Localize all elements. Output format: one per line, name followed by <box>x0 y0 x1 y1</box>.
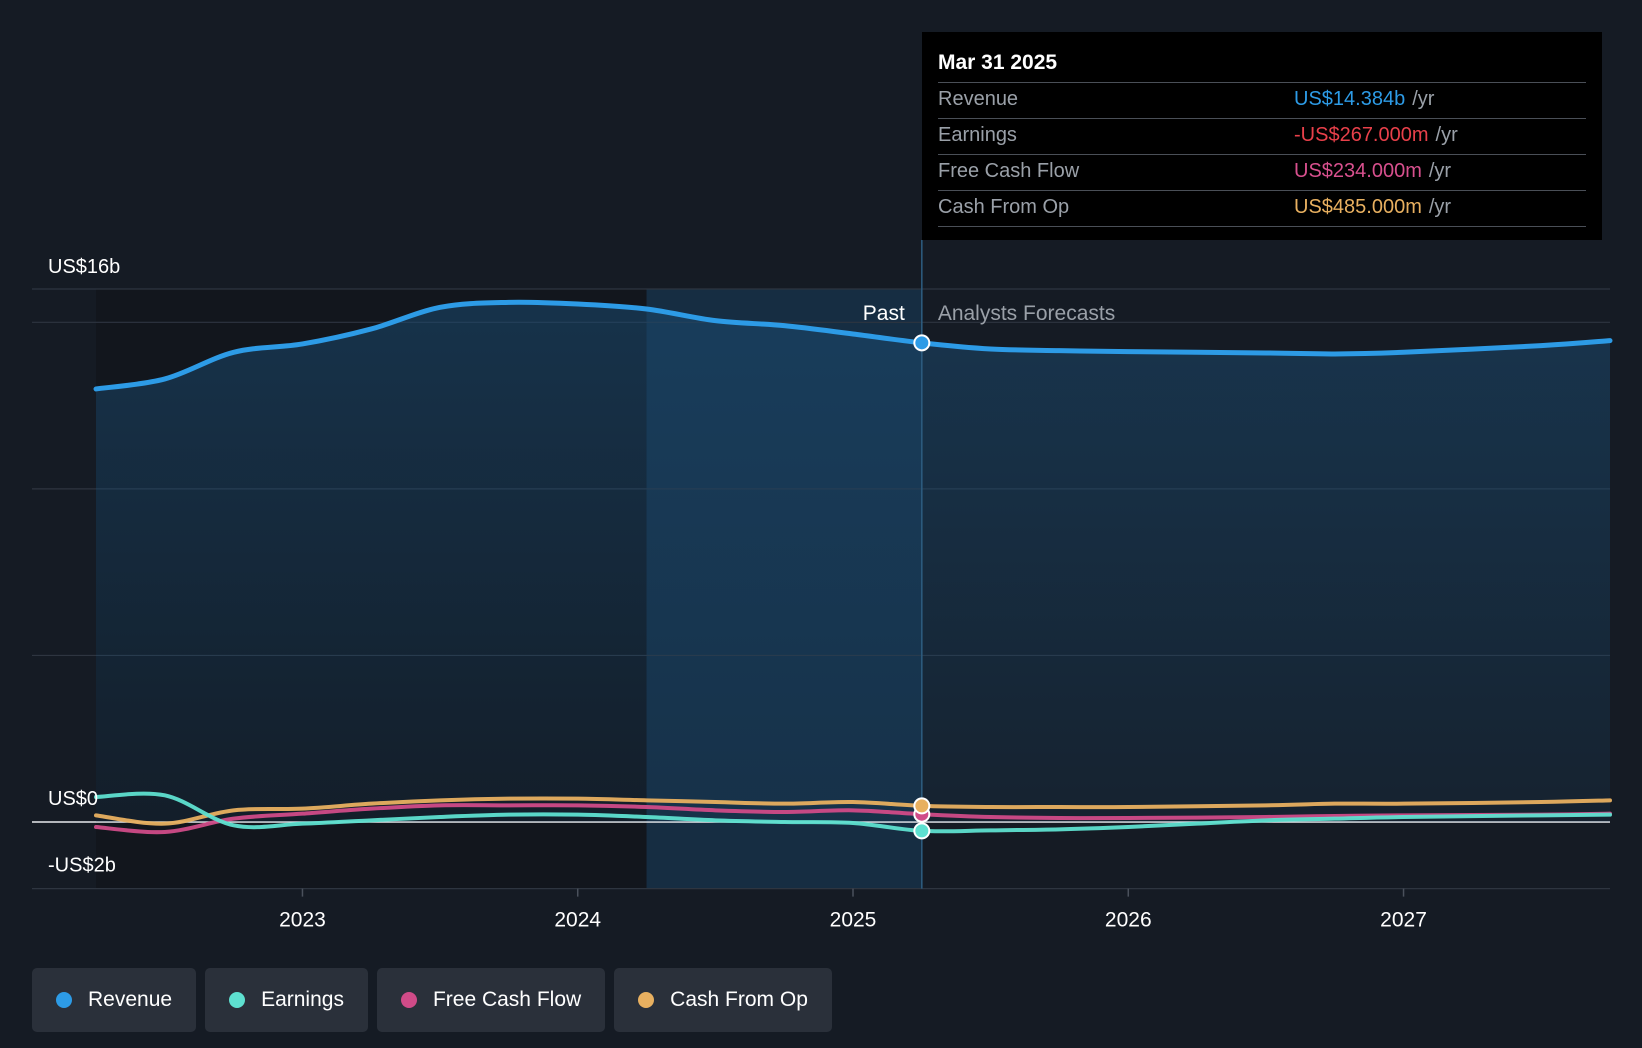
past-label: Past <box>863 302 905 325</box>
x-axis-ticks: 2023 2024 2025 2026 2027 <box>279 888 1427 932</box>
tooltip-row-free-cash-flow: Free Cash Flow US$234.000m /yr <box>938 155 1586 191</box>
legend: Revenue Earnings Free Cash Flow Cash Fro… <box>32 968 832 1032</box>
x-tick-label: 2026 <box>1105 909 1152 932</box>
marker-revenue <box>913 334 931 352</box>
legend-item-revenue[interactable]: Revenue <box>32 968 197 1032</box>
tooltip-label: Earnings <box>938 124 1017 146</box>
legend-dot-icon <box>56 992 72 1008</box>
tooltip-value: US$485.000m <box>1294 196 1422 218</box>
legend-label: Cash From Op <box>670 988 808 1011</box>
legend-label: Free Cash Flow <box>432 988 582 1011</box>
revenue-area <box>96 302 1610 822</box>
legend-dot-icon <box>229 992 246 1008</box>
legend-label: Revenue <box>88 988 173 1011</box>
y-axis-label-zero: US$0 <box>48 788 98 810</box>
y-axis-label-top: US$16b <box>48 256 120 278</box>
series-line-cash-from-op <box>94 796 1612 826</box>
tooltip-label: Free Cash Flow <box>938 160 1080 182</box>
tooltip-value: US$14.384b <box>1294 88 1406 110</box>
x-tick-label: 2025 <box>830 909 877 932</box>
series-lines <box>93 299 1613 835</box>
x-tick-label: 2024 <box>554 909 601 932</box>
tooltip-row-revenue: Revenue US$14.384b /yr <box>938 83 1586 119</box>
tooltip-label: Cash From Op <box>938 196 1070 218</box>
tooltip-date: Mar 31 2025 <box>938 50 1586 83</box>
series-line-earnings <box>94 791 1612 834</box>
legend-item-cash-from-op[interactable]: Cash From Op <box>614 968 832 1032</box>
tooltip-label: Revenue <box>938 88 1019 110</box>
tooltip-markers <box>913 334 931 840</box>
legend-item-free-cash-flow[interactable]: Free Cash Flow <box>376 968 606 1032</box>
tooltip-unit: /yr <box>1428 160 1452 182</box>
legend-dot-icon <box>638 992 655 1008</box>
series-line-free-cash-flow <box>94 803 1612 835</box>
marker-earnings <box>913 822 931 840</box>
tooltip-unit: /yr <box>1412 88 1435 110</box>
x-tick-label: 2027 <box>1380 909 1427 932</box>
tooltip-unit: /yr <box>1428 196 1452 218</box>
legend-label: Earnings <box>261 988 344 1011</box>
tooltip-row-earnings: Earnings -US$267.000m /yr <box>938 119 1586 155</box>
legend-item-earnings[interactable]: Earnings <box>205 968 368 1032</box>
series-line-revenue <box>93 299 1613 392</box>
tooltip-row-cash-from-op: Cash From Op US$485.000m /yr <box>938 191 1586 227</box>
marker-cash-from-op <box>913 797 931 815</box>
legend-dot-icon <box>400 992 417 1008</box>
tooltip-unit: /yr <box>1435 124 1458 146</box>
tooltip-value: -US$267.000m <box>1294 124 1429 146</box>
forecast-label: Analysts Forecasts <box>938 302 1115 325</box>
y-axis-label-bottom: -US$2b <box>48 855 116 877</box>
tooltip: Mar 31 2025 Revenue US$14.384b /yr Earni… <box>922 32 1602 240</box>
tooltip-value: US$234.000m <box>1294 160 1422 182</box>
x-tick-label: 2023 <box>279 909 326 932</box>
